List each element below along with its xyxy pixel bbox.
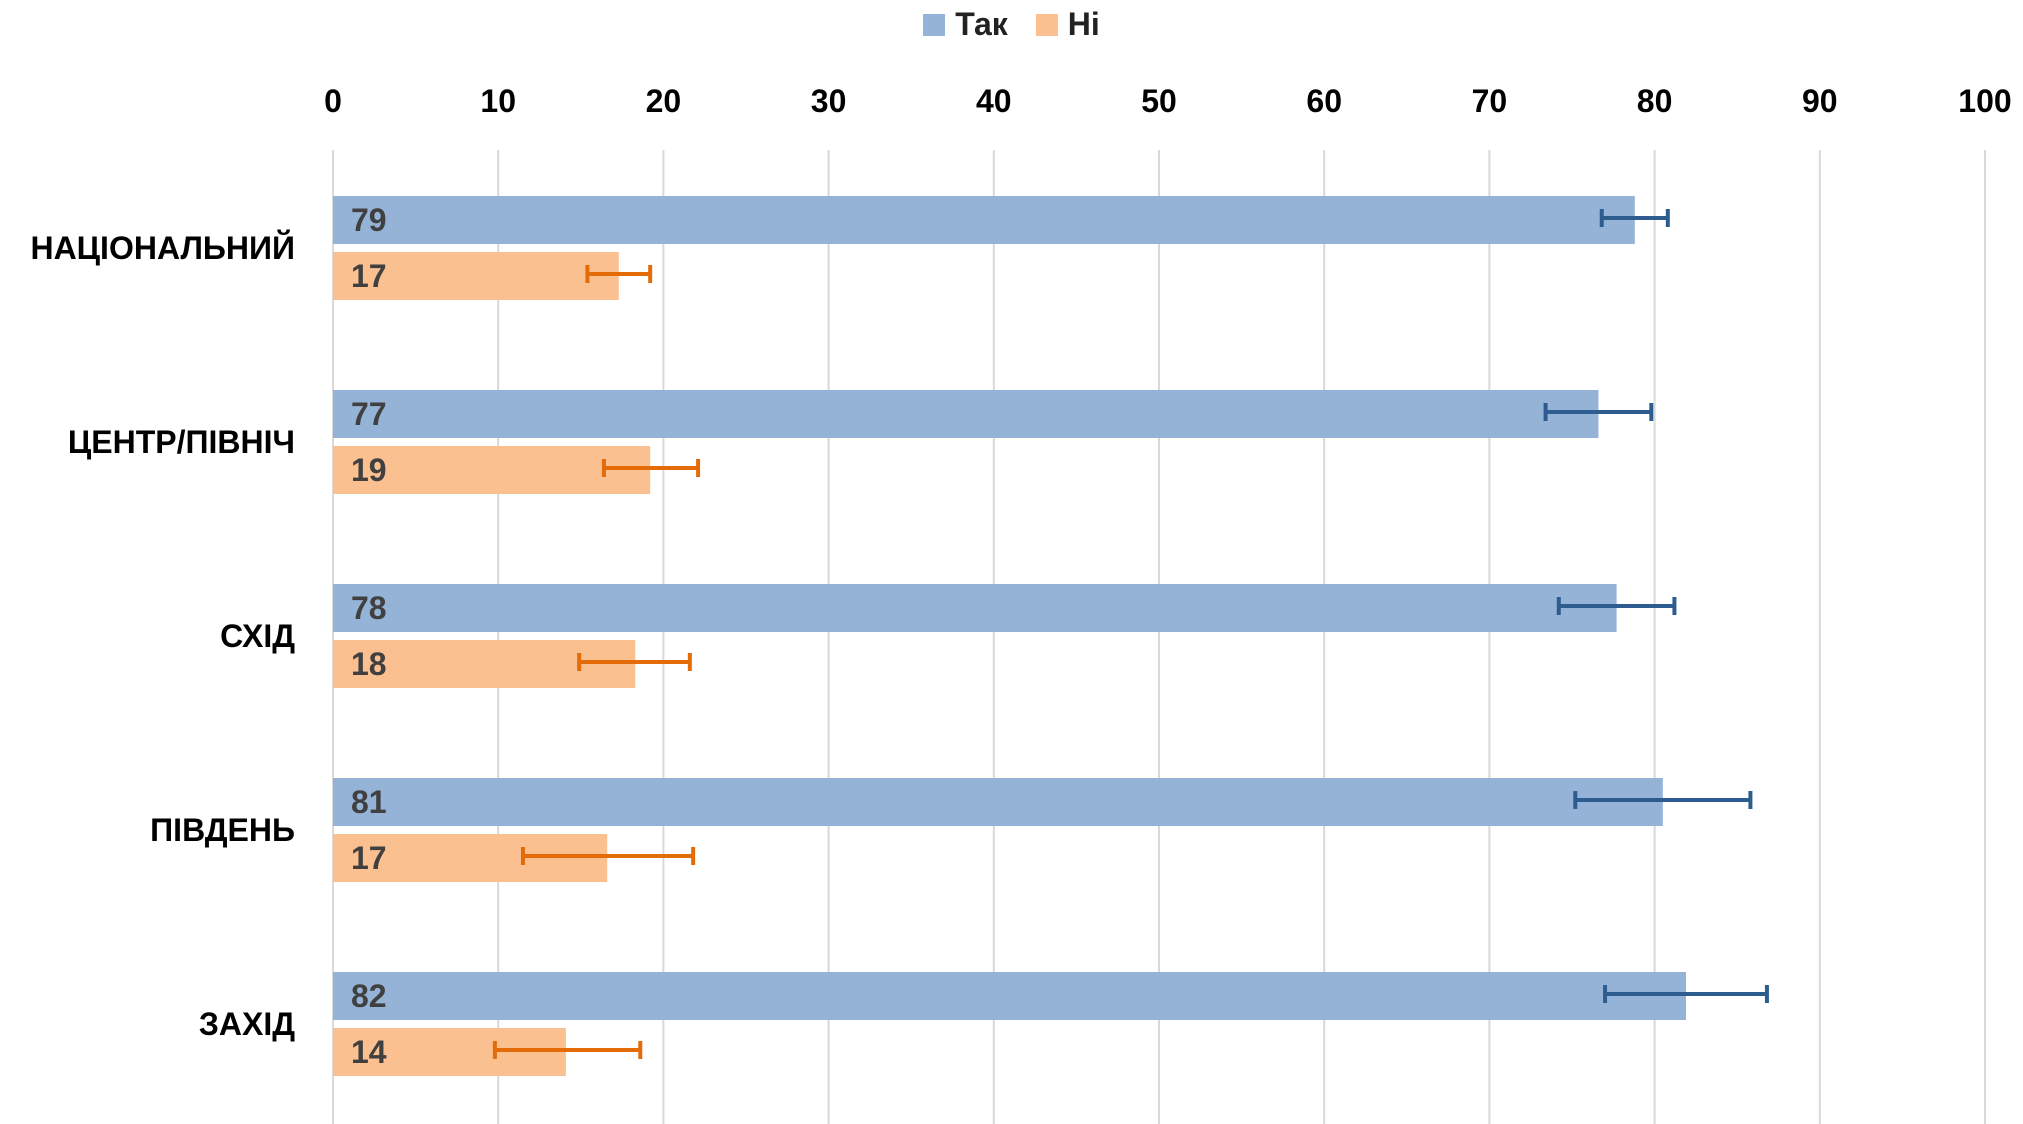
- category-label: НАЦІОНАЛЬНИЙ: [30, 230, 295, 266]
- data-label: 17: [351, 840, 387, 876]
- data-label: 81: [351, 784, 387, 820]
- x-tick-label: 80: [1637, 83, 1673, 119]
- category-label: ПІВДЕНЬ: [150, 812, 295, 848]
- category-label: ЦЕНТР/ПІВНІЧ: [68, 424, 295, 460]
- x-tick-label: 30: [811, 83, 847, 119]
- x-tick-label: 90: [1802, 83, 1838, 119]
- category-label: СХІД: [220, 618, 295, 654]
- bar: [333, 390, 1599, 438]
- category-label: ЗАХІД: [199, 1006, 295, 1042]
- bar: [333, 252, 619, 300]
- data-label: 14: [351, 1034, 387, 1070]
- legend-swatch-no: [1035, 13, 1058, 36]
- x-tick-label: 20: [646, 83, 682, 119]
- x-tick-label: 10: [480, 83, 516, 119]
- bar: [333, 446, 651, 494]
- data-label: 79: [351, 202, 387, 238]
- legend-swatch-yes: [923, 13, 946, 36]
- legend: Так Ні: [0, 6, 2023, 43]
- legend-item-yes: Так: [923, 6, 1008, 43]
- data-label: 18: [351, 646, 387, 682]
- x-tick-label: 0: [324, 83, 342, 119]
- data-label: 19: [351, 452, 387, 488]
- x-tick-label: 100: [1958, 83, 2011, 119]
- x-tick-label: 60: [1306, 83, 1342, 119]
- legend-label-no: Ні: [1067, 6, 1100, 42]
- bar: [333, 196, 1635, 244]
- x-tick-label: 50: [1141, 83, 1177, 119]
- data-label: 77: [351, 396, 387, 432]
- bar: [333, 584, 1617, 632]
- data-label: 17: [351, 258, 387, 294]
- legend-item-no: Ні: [1035, 6, 1100, 43]
- data-label: 78: [351, 590, 387, 626]
- x-tick-label: 70: [1472, 83, 1508, 119]
- bar: [333, 972, 1686, 1020]
- x-tick-label: 40: [976, 83, 1012, 119]
- data-label: 82: [351, 978, 387, 1014]
- legend-label-yes: Так: [955, 6, 1008, 42]
- bar: [333, 778, 1663, 826]
